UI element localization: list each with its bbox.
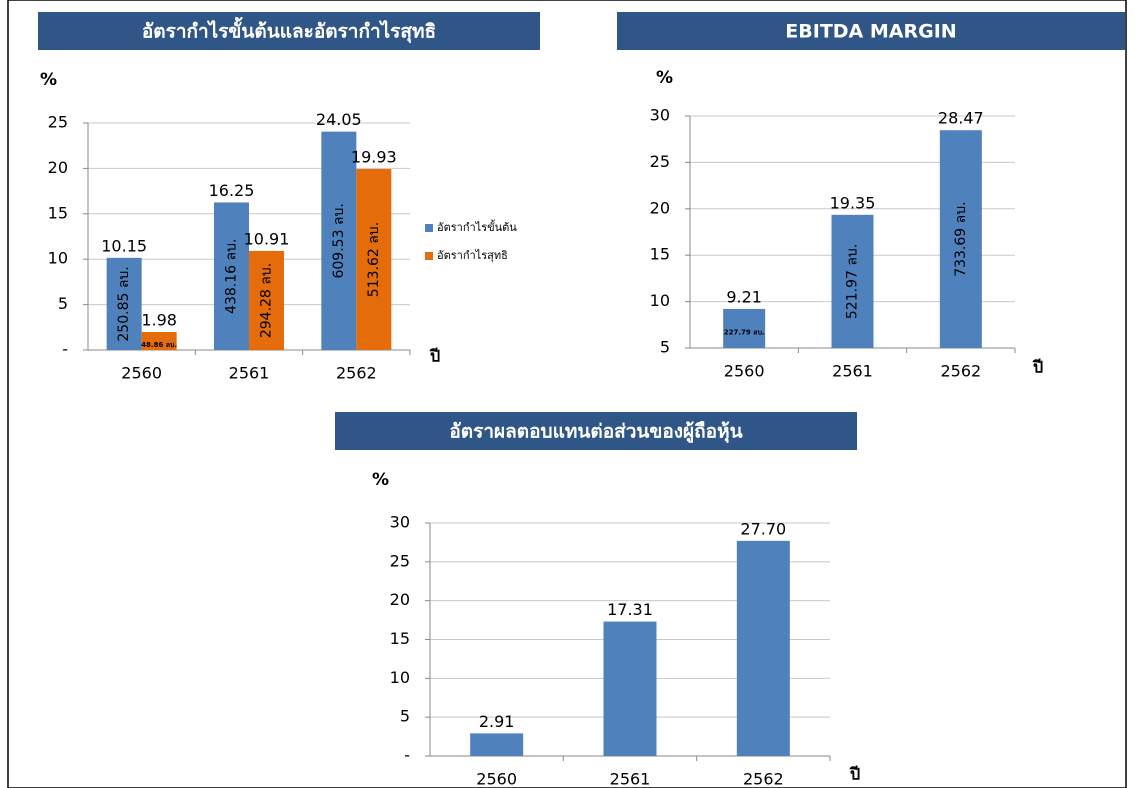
y-tick-label: 5 (400, 707, 410, 726)
y-tick-label: 20 (390, 590, 410, 609)
bar (356, 169, 392, 350)
data-label: 19.93 (351, 148, 397, 167)
bar (939, 130, 982, 348)
y-tick-label: 15 (48, 203, 68, 222)
bar-annotation: 294.28 ลบ. (259, 263, 275, 338)
y-tick-label: - (62, 340, 68, 359)
data-label: 10.15 (101, 236, 147, 255)
y-tick-label: 5 (58, 294, 68, 313)
data-label: 19.35 (830, 193, 876, 212)
bar-annotation: 48.86 ลบ. (141, 341, 177, 349)
x-tick-label: 2561 (610, 770, 651, 788)
y-axis-label: % (40, 70, 57, 90)
legend-swatch (425, 224, 433, 232)
bar (321, 131, 357, 350)
x-axis-label: ปี (429, 347, 441, 366)
y-tick-label: 30 (650, 106, 670, 125)
x-tick-label: 2560 (476, 770, 517, 788)
chart-title: อัตรากำไรขั้นต้นและอัตรากำไรสุทธิ (142, 17, 436, 44)
data-label: 9.21 (726, 287, 762, 306)
data-label: 27.70 (740, 519, 786, 538)
bar (736, 540, 790, 756)
x-tick-label: 2560 (724, 362, 765, 381)
frame (7, 0, 1127, 788)
bar-annotation: 733.69 ลบ. (953, 201, 969, 276)
y-axis-label: % (372, 470, 389, 490)
x-tick-label: 2562 (940, 362, 981, 381)
data-label: 2.91 (479, 712, 515, 731)
bar-annotation: 609.53 ลบ. (331, 203, 347, 278)
y-tick-label: 20 (48, 158, 68, 177)
y-tick-label: 15 (650, 245, 670, 264)
legend-swatch (425, 252, 433, 260)
bar-annotation: 250.85 ลบ. (116, 266, 132, 341)
x-tick-label: 2562 (336, 364, 377, 383)
chart-title: EBITDA MARGIN (785, 21, 956, 43)
y-tick-label: 25 (650, 152, 670, 171)
x-tick-label: 2561 (832, 362, 873, 381)
x-axis-label: ปี (849, 765, 861, 784)
data-label: 16.25 (209, 181, 255, 200)
y-tick-label: 15 (390, 629, 410, 648)
bar (470, 733, 524, 756)
data-label: 1.98 (141, 311, 177, 330)
x-tick-label: 2561 (229, 364, 270, 383)
y-tick-label: 5 (660, 338, 670, 357)
y-tick-label: 10 (48, 249, 68, 268)
y-tick-label: 25 (390, 551, 410, 570)
bar-annotation: 227.79 ลบ. (724, 328, 765, 336)
y-tick-label: 25 (48, 113, 68, 132)
chart-title: อัตราผลตอบแทนต่อส่วนของผู้ถือหุ้น (449, 421, 742, 444)
x-tick-label: 2562 (743, 770, 784, 788)
y-axis-label: % (656, 68, 673, 88)
bar (214, 202, 249, 350)
legend-label: อัตรากำไรขั้นต้น (437, 219, 517, 234)
bar (141, 332, 177, 350)
bar (249, 250, 284, 350)
data-label: 28.47 (938, 109, 984, 128)
y-tick-label: 30 (390, 513, 410, 532)
bar (831, 214, 874, 348)
y-tick-label: 10 (390, 668, 410, 687)
x-axis-label: ปี (1032, 358, 1044, 377)
data-label: 17.31 (607, 600, 653, 619)
y-tick-label: 10 (650, 291, 670, 310)
bar (723, 308, 766, 348)
bar (603, 621, 657, 756)
x-tick-label: 2560 (121, 364, 162, 383)
y-tick-label: 20 (650, 198, 670, 217)
bar-annotation: 438.16 ลบ. (224, 239, 240, 314)
bar-annotation: 521.97 ลบ. (845, 244, 861, 319)
y-tick-label: - (404, 746, 410, 765)
data-label: 10.91 (244, 229, 290, 248)
bar-annotation: 513.62 ลบ. (366, 222, 382, 297)
title-banner (335, 412, 857, 450)
title-banner (38, 12, 540, 50)
title-banner (617, 12, 1125, 50)
legend-label: อัตรากำไรสุทธิ (437, 249, 508, 262)
bar (106, 257, 142, 350)
data-label: 24.05 (316, 110, 362, 129)
